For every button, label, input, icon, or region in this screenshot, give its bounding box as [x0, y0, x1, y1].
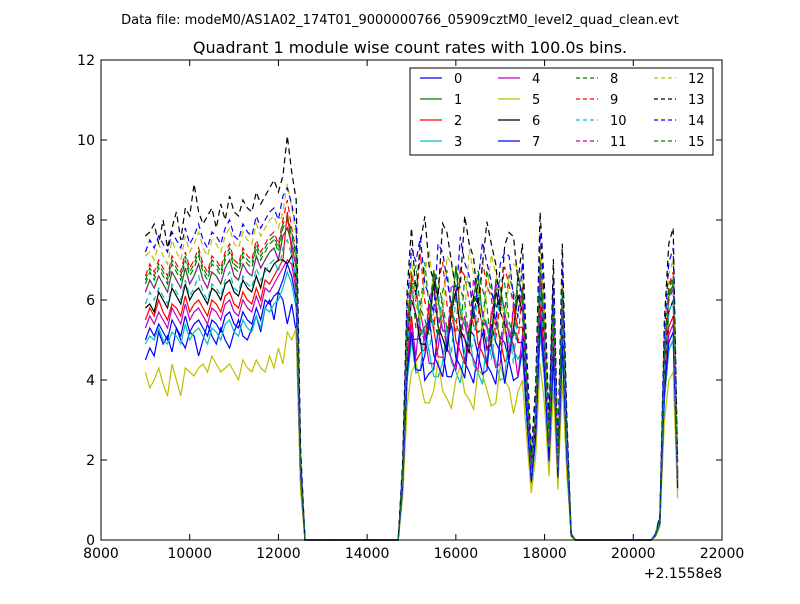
- x-axis-offset-label: +2.1558e8: [644, 566, 722, 582]
- x-tick-label: 22000: [700, 546, 745, 562]
- legend-label-15: 15: [688, 135, 705, 150]
- series-line-6: [144, 254, 679, 541]
- legend-label-4: 4: [532, 72, 540, 87]
- x-tick-label: 18000: [522, 546, 567, 562]
- series-line-13: [144, 135, 679, 541]
- legend-label-6: 6: [532, 114, 540, 129]
- legend-label-9: 9: [610, 93, 618, 108]
- x-tick-label: 20000: [611, 546, 656, 562]
- legend-label-3: 3: [454, 135, 462, 150]
- series-line-3: [144, 270, 679, 541]
- legend-label-14: 14: [688, 114, 705, 129]
- x-tick-label: 12000: [256, 546, 301, 562]
- legend-label-12: 12: [688, 72, 705, 87]
- legend-label-0: 0: [454, 72, 462, 87]
- series-line-12: [144, 183, 679, 541]
- series-layer: [144, 135, 679, 541]
- y-tick-label: 0: [86, 533, 95, 549]
- x-tick-label: 8000: [83, 546, 119, 562]
- series-line-5: [144, 327, 679, 541]
- legend-label-2: 2: [454, 114, 462, 129]
- x-tick-label: 14000: [345, 546, 390, 562]
- legend-label-7: 7: [532, 135, 540, 150]
- series-line-14: [144, 186, 679, 541]
- legend-label-11: 11: [610, 135, 627, 150]
- y-tick-label: 6: [86, 293, 95, 309]
- x-tick-label: 10000: [167, 546, 212, 562]
- series-line-9: [144, 199, 679, 541]
- y-tick-label: 4: [86, 373, 95, 389]
- y-tick-label: 12: [77, 53, 95, 69]
- legend-label-10: 10: [610, 114, 627, 129]
- legend-label-8: 8: [610, 72, 618, 87]
- x-tick-label: 16000: [434, 546, 479, 562]
- chart-title: Quadrant 1 module wise count rates with …: [193, 38, 627, 57]
- y-tick-label: 2: [86, 453, 95, 469]
- y-tick-label: 8: [86, 213, 95, 229]
- legend-label-5: 5: [532, 93, 540, 108]
- legend-label-13: 13: [688, 93, 705, 108]
- legend-label-1: 1: [454, 93, 462, 108]
- series-line-8: [144, 218, 679, 541]
- axis-ticks: 8000 10000 12000 14000 16000 18000 20000 22000 0…: [77, 53, 744, 562]
- data-file-label: Data file: modeM0/AS1A02_174T01_90000007…: [121, 13, 679, 28]
- y-tick-label: 10: [77, 133, 95, 149]
